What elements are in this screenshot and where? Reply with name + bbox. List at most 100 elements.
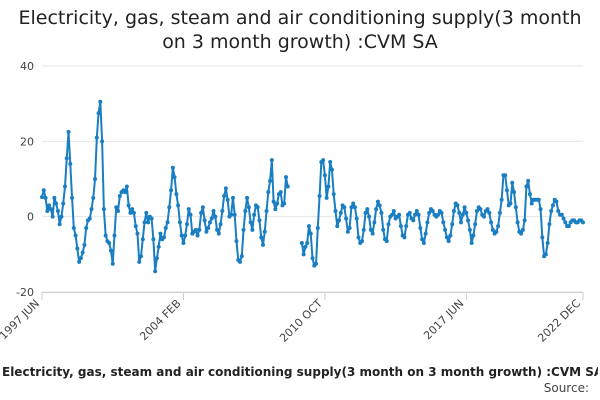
data-point bbox=[391, 209, 396, 214]
x-tick-label: 2010 OCT bbox=[277, 297, 325, 345]
data-point bbox=[448, 233, 453, 238]
data-point bbox=[512, 190, 517, 195]
data-point bbox=[222, 193, 227, 198]
data-point bbox=[84, 225, 89, 230]
data-point bbox=[255, 205, 260, 210]
x-tick-label: 2022 DEC bbox=[535, 297, 583, 345]
data-point bbox=[379, 210, 384, 215]
data-point bbox=[450, 222, 455, 227]
data-point bbox=[165, 220, 170, 225]
data-point bbox=[499, 197, 504, 202]
data-point bbox=[520, 227, 525, 232]
data-point bbox=[146, 220, 151, 225]
data-point bbox=[206, 225, 211, 230]
data-point bbox=[269, 158, 274, 163]
data-point bbox=[328, 160, 333, 165]
data-point bbox=[75, 246, 80, 251]
data-point bbox=[439, 210, 444, 215]
data-point bbox=[142, 220, 147, 225]
data-point bbox=[229, 212, 234, 217]
data-point bbox=[169, 188, 174, 193]
data-point bbox=[306, 224, 311, 229]
x-tick-label: 1997 JUN bbox=[0, 297, 42, 342]
data-point bbox=[238, 259, 243, 264]
data-point bbox=[322, 173, 327, 178]
data-point bbox=[248, 220, 253, 225]
data-point bbox=[356, 235, 361, 240]
data-point bbox=[451, 209, 456, 214]
data-point bbox=[149, 216, 154, 221]
data-point bbox=[315, 225, 320, 230]
x-tick-label: 2017 JUN bbox=[421, 297, 466, 342]
x-tick-label: 2004 FEB bbox=[137, 297, 183, 343]
data-point bbox=[243, 209, 248, 214]
data-point bbox=[114, 205, 119, 210]
data-point bbox=[469, 241, 474, 246]
data-point bbox=[559, 212, 564, 217]
data-point bbox=[538, 207, 543, 212]
y-tick-label: 20 bbox=[20, 135, 34, 148]
data-point bbox=[413, 212, 418, 217]
data-point bbox=[77, 259, 82, 264]
data-point bbox=[485, 207, 490, 212]
data-point bbox=[347, 225, 352, 230]
data-point bbox=[209, 216, 214, 221]
data-point bbox=[331, 192, 336, 197]
data-point bbox=[216, 231, 221, 236]
data-point bbox=[64, 156, 69, 161]
data-point bbox=[213, 214, 218, 219]
data-point bbox=[513, 205, 518, 210]
data-point bbox=[522, 218, 527, 223]
data-point bbox=[107, 241, 112, 246]
data-point bbox=[271, 199, 276, 204]
data-point bbox=[314, 261, 319, 266]
source-label: Source: bbox=[543, 381, 589, 395]
data-point bbox=[262, 229, 267, 234]
data-point bbox=[335, 224, 340, 229]
data-point bbox=[363, 210, 368, 215]
data-point bbox=[489, 220, 494, 225]
data-point bbox=[349, 205, 354, 210]
data-point bbox=[446, 239, 451, 244]
data-point bbox=[133, 224, 138, 229]
data-point bbox=[526, 178, 531, 183]
data-point bbox=[156, 244, 161, 249]
data-point bbox=[481, 214, 486, 219]
data-point bbox=[326, 184, 331, 189]
data-point bbox=[443, 227, 448, 232]
data-point bbox=[515, 220, 520, 225]
data-point bbox=[161, 235, 166, 240]
data-point bbox=[186, 207, 191, 212]
data-point bbox=[137, 259, 142, 264]
data-point bbox=[299, 241, 304, 246]
data-point bbox=[324, 195, 329, 200]
data-point bbox=[230, 195, 235, 200]
data-point bbox=[566, 224, 571, 229]
data-point bbox=[128, 210, 133, 215]
data-point bbox=[54, 201, 59, 206]
chart-title-line-2: on 3 month growth) :CVM SA bbox=[162, 31, 438, 53]
data-point bbox=[496, 224, 501, 229]
data-point bbox=[140, 237, 145, 242]
data-point bbox=[183, 233, 188, 238]
data-point bbox=[370, 231, 375, 236]
data-point bbox=[174, 192, 179, 197]
data-point bbox=[344, 216, 349, 221]
data-point bbox=[225, 197, 230, 202]
data-point bbox=[329, 167, 334, 172]
data-point bbox=[365, 207, 370, 212]
data-point bbox=[540, 235, 545, 240]
chart-title: Electricity, gas, steam and air conditio… bbox=[0, 6, 600, 54]
data-point bbox=[246, 205, 251, 210]
data-point bbox=[384, 239, 389, 244]
data-point bbox=[545, 241, 550, 246]
data-point bbox=[223, 186, 228, 191]
data-point bbox=[70, 195, 75, 200]
data-point bbox=[464, 210, 469, 215]
data-point bbox=[367, 214, 372, 219]
data-point bbox=[411, 218, 416, 223]
data-point bbox=[457, 210, 462, 215]
data-point bbox=[47, 203, 52, 208]
data-point bbox=[200, 205, 205, 210]
